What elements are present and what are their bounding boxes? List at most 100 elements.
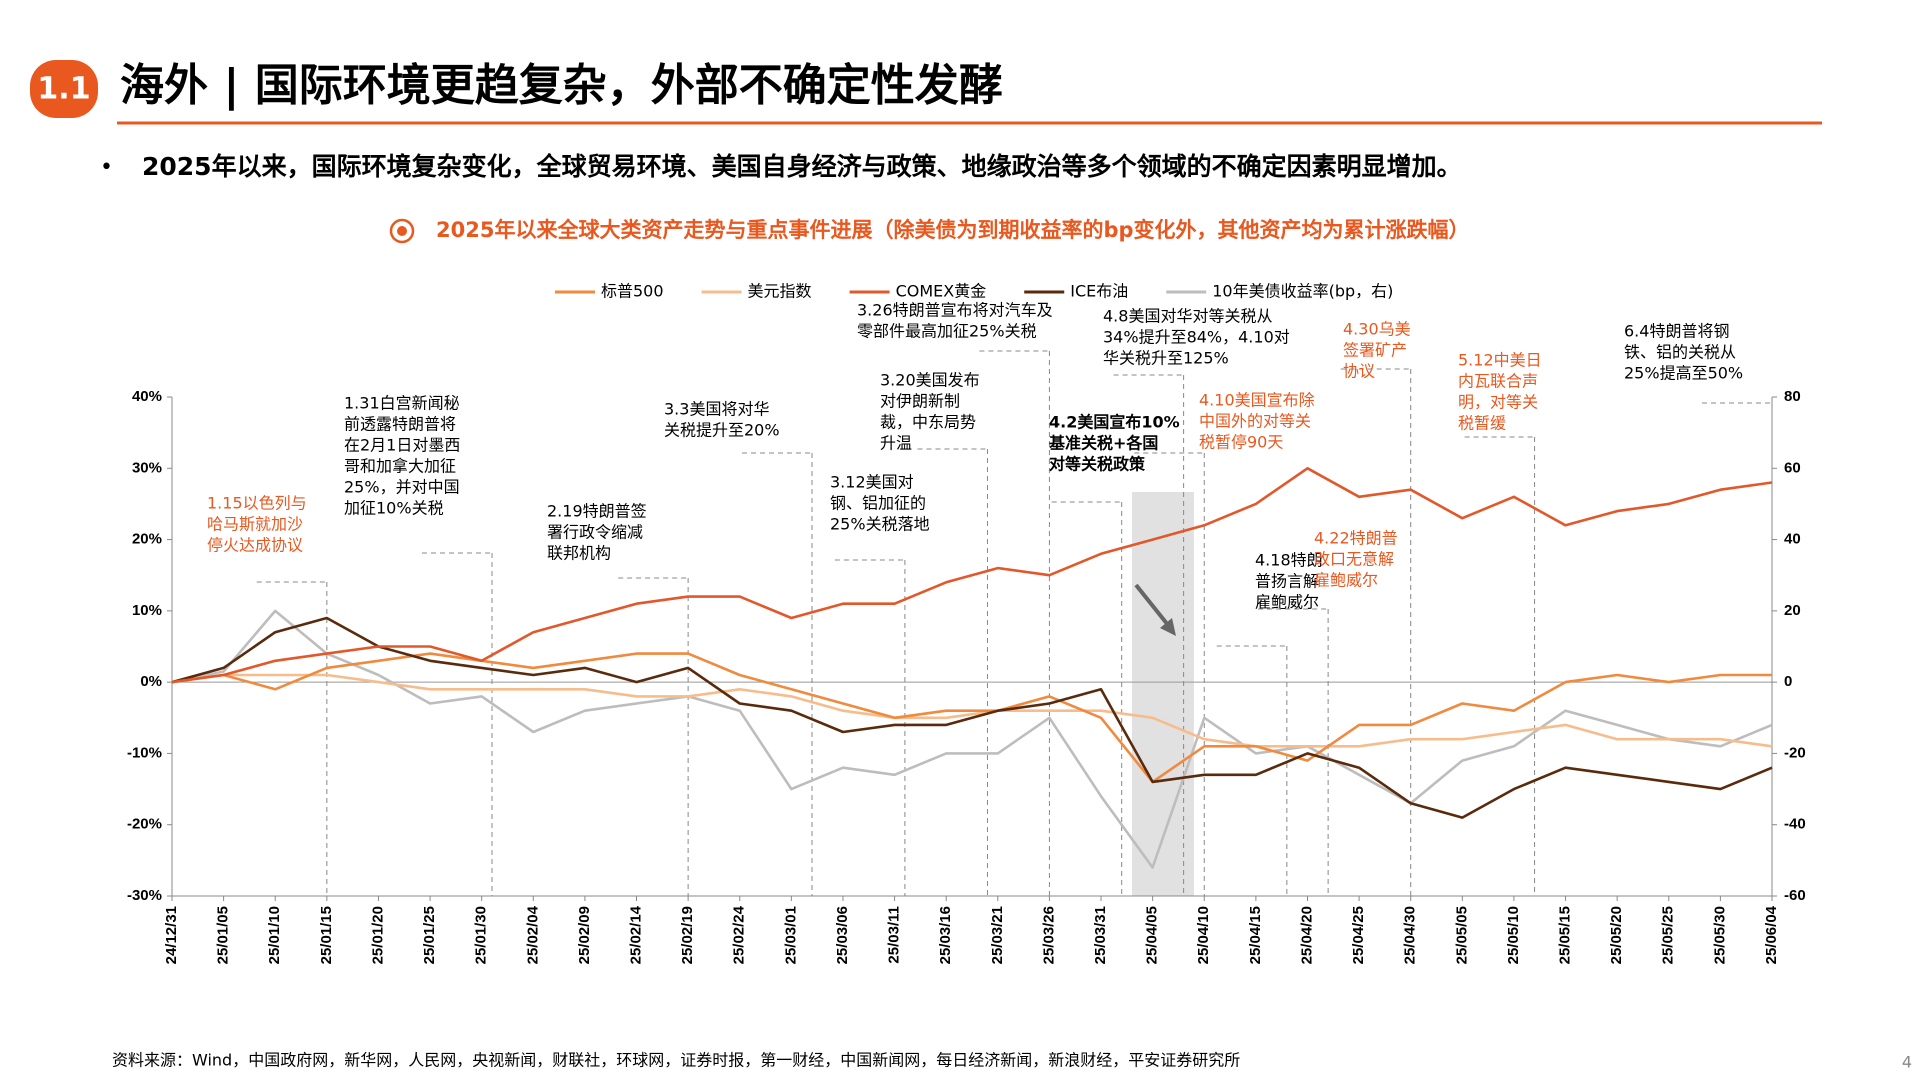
x-tick-label: 25/01/05 — [215, 906, 232, 964]
annotation: 零部件最高加征25%关税 — [857, 322, 1037, 341]
legend-label: 美元指数 — [748, 282, 812, 301]
annotation: 25%，并对中国 — [344, 478, 460, 497]
x-tick-label: 25/04/25 — [1350, 906, 1367, 964]
annotation: 4.2美国宣布10% — [1049, 413, 1180, 432]
y2-tick-label: -40 — [1784, 816, 1806, 833]
annotation: 2.19特朗普签 — [547, 502, 647, 521]
x-tick-label: 25/04/15 — [1247, 906, 1264, 964]
x-tick-label: 25/04/20 — [1298, 906, 1315, 964]
x-tick-label: 25/03/01 — [782, 906, 799, 964]
annotation: 3.26特朗普宣布将对汽车及 — [857, 301, 1053, 320]
annotation: 1.15以色列与 — [207, 494, 307, 513]
shade-arrow-head — [1160, 618, 1176, 636]
x-tick-label: 25/04/30 — [1402, 906, 1419, 964]
y2-tick-label: -60 — [1784, 887, 1806, 904]
annotation: 税暂缓 — [1458, 414, 1506, 433]
annotation: 1.31白宫新闻秘 — [344, 394, 460, 413]
annotation: 华关税升至125% — [1103, 349, 1229, 368]
x-tick-label: 25/02/24 — [731, 905, 748, 964]
annotation: 基准关税+各国 — [1048, 434, 1158, 453]
x-tick-label: 25/05/15 — [1557, 906, 1574, 964]
annotation: 6.4特朗普将钢 — [1624, 322, 1729, 341]
annotation: 钢、铝加征的 — [830, 494, 926, 513]
legend-label: 10年美债收益率(bp，右) — [1212, 282, 1393, 301]
annotation: 雇鲍威尔 — [1255, 593, 1319, 612]
x-tick-label: 25/02/19 — [679, 906, 696, 964]
x-tick-label: 25/03/06 — [834, 906, 851, 964]
source: 资料来源：Wind，中国政府网，新华网，人民网，央视新闻，财联社，环球网，证券时… — [112, 1051, 1240, 1070]
annotation: 铁、铝的关税从 — [1624, 343, 1736, 362]
subtitle-icon-dot — [397, 226, 407, 236]
y-tick-label: -30% — [127, 887, 162, 904]
y-tick-label: -10% — [127, 744, 162, 761]
x-tick-label: 25/05/20 — [1608, 906, 1625, 964]
chart-title: 2025年以来全球大类资产走势与重点事件进展（除美债为到期收益率的bp变化外，其… — [436, 218, 1470, 242]
x-tick-label: 25/03/21 — [989, 906, 1006, 964]
legend-label: COMEX黄金 — [896, 282, 987, 301]
x-tick-label: 25/02/09 — [576, 906, 593, 964]
x-tick-label: 25/03/26 — [1040, 906, 1057, 964]
annotation: 4.10美国宣布除 — [1199, 391, 1315, 410]
bullet-dot: • — [100, 155, 113, 180]
annotation: 签署矿产 — [1343, 341, 1407, 360]
annotation: 3.3美国将对华 — [664, 400, 769, 419]
annotation: 对伊朗新制 — [880, 392, 960, 411]
annotation: 明，对等关 — [1458, 393, 1538, 412]
series-line — [171, 467, 1773, 684]
x-tick-label: 25/02/14 — [627, 905, 644, 964]
annotation: 4.8美国对华对等关税从 — [1103, 307, 1272, 326]
annotation: 对等关税政策 — [1049, 455, 1146, 474]
x-tick-label: 25/03/11 — [886, 906, 903, 964]
series-line — [171, 616, 1773, 819]
x-tick-label: 25/01/15 — [318, 906, 335, 964]
annotation: 中国外的对等关 — [1199, 412, 1311, 431]
y-tick-label: 20% — [132, 531, 162, 548]
annotation: 4.30乌美 — [1343, 320, 1411, 339]
x-tick-label: 25/01/10 — [266, 906, 283, 964]
annotation: 3.20美国发布 — [880, 371, 980, 390]
x-tick-label: 25/03/16 — [937, 906, 954, 964]
shade-arrow — [1134, 583, 1170, 627]
x-tick-label: 25/06/04 — [1763, 905, 1780, 964]
annotation: 联邦机构 — [547, 544, 611, 563]
page-number: 4 — [1902, 1053, 1912, 1072]
series-line — [171, 609, 1773, 869]
y-tick-label: 30% — [132, 459, 162, 476]
annotation: 5.12中美日 — [1458, 351, 1542, 370]
y2-tick-label: 80 — [1784, 388, 1801, 405]
x-tick-label: 25/04/05 — [1144, 906, 1161, 964]
annotation: 3.12美国对 — [830, 473, 914, 492]
annotation: 25%提高至50% — [1624, 364, 1743, 383]
legend-label: 标普500 — [601, 282, 664, 301]
subtitle-icon — [389, 218, 415, 244]
legend-label: ICE布油 — [1070, 282, 1128, 301]
x-tick-label: 25/05/25 — [1660, 906, 1677, 964]
y-tick-label: -20% — [127, 816, 162, 833]
annotation: 25%关税落地 — [830, 515, 930, 534]
x-tick-label: 25/04/10 — [1195, 906, 1212, 964]
annotation: 4.18特朗 — [1255, 551, 1323, 570]
x-tick-label: 25/05/30 — [1711, 906, 1728, 964]
x-tick-label: 25/03/31 — [1092, 906, 1109, 964]
x-tick-label: 25/02/04 — [524, 905, 541, 964]
annotation: 普扬言解 — [1255, 572, 1319, 591]
x-tick-label: 25/05/10 — [1505, 906, 1522, 964]
y-tick-label: 0% — [140, 673, 162, 690]
annotation: 协议 — [1343, 362, 1375, 381]
annotation: 关税提升至20% — [664, 421, 780, 440]
y2-tick-label: -20 — [1784, 744, 1806, 761]
annotation: 升温 — [880, 434, 912, 453]
series-line — [171, 673, 1773, 748]
annotation: 4.22特朗普 — [1314, 529, 1398, 548]
y2-tick-label: 20 — [1784, 602, 1801, 619]
y2-tick-label: 40 — [1784, 531, 1801, 548]
y2-tick-label: 60 — [1784, 459, 1801, 476]
annotation: 加征10%关税 — [344, 499, 444, 518]
annotation: 裁，中东局势 — [880, 413, 976, 432]
x-tick-label: 25/01/30 — [473, 906, 490, 964]
annotation: 前透露特朗普将 — [344, 415, 456, 434]
annotation: 哈马斯就加沙 — [207, 515, 303, 534]
annotation: 在2月1日对墨西 — [344, 436, 460, 455]
annotation: 内瓦联合声 — [1458, 372, 1538, 391]
